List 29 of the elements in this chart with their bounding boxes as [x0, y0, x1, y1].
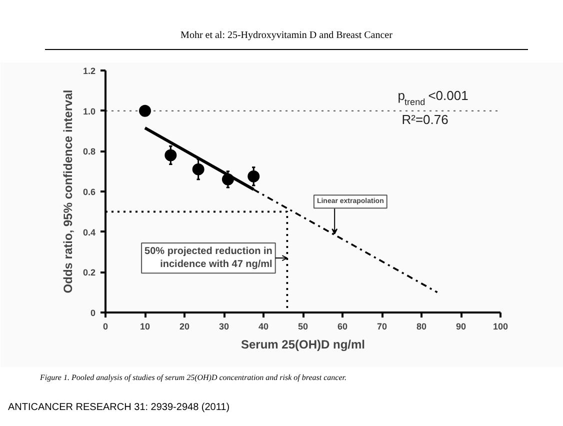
caption: Figure 1. Pooled analysis of studies of serum 25(OH)D concentration and risk of breast cancer.	[40, 372, 346, 384]
text: ANTICANCER RESEARCH 31: 2939-2948 (2011)	[8, 401, 230, 415]
y-axis-title: Odds ratio, 95% confidence interval	[60, 90, 75, 294]
x-tick-label: 70	[376, 322, 388, 332]
y-tick-label: 0.8	[82, 146, 96, 157]
x-tick-label: 30	[218, 322, 230, 332]
x-tick-label: 10	[140, 322, 150, 332]
y-tick-label: 0.4	[82, 227, 96, 238]
x-tick-label: 60	[337, 322, 348, 332]
point	[164, 149, 177, 162]
x-tick-label: 40	[258, 322, 269, 332]
y-tick-label: 1.0	[82, 106, 96, 116]
x-tick-label: 80	[416, 322, 427, 332]
point	[192, 163, 204, 176]
y-tick-label: 1.2	[82, 66, 96, 76]
x-tick-label: 0	[102, 322, 108, 332]
x-tick-label: 20	[179, 322, 190, 332]
point	[139, 104, 151, 117]
x-axis-title: Serum 25(OH)D ng/ml	[240, 338, 366, 352]
annotation: 50% projected reduction in incidence with 47 ng/ml	[144, 246, 273, 270]
x-tick-label: 90	[456, 322, 466, 332]
x-tick-label: 50	[298, 322, 308, 332]
point	[248, 170, 260, 182]
y-tick-label: 0.6	[82, 187, 96, 197]
chart-title: Mohr et al: 25-Hydroxyvitamin D and Breast Cancer	[45, 5, 528, 50]
annotation: R²=0.76	[402, 112, 448, 127]
y-tick-label: 0	[90, 308, 96, 318]
x-tick-label: 100	[492, 322, 508, 332]
y-tick-label: 0.2	[82, 268, 96, 278]
